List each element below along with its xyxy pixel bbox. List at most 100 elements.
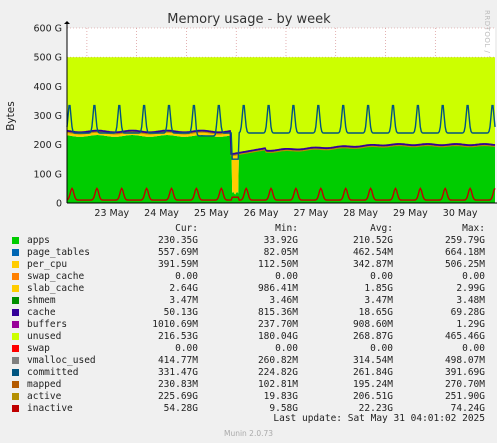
legend-min: 112.50M [257,259,298,270]
legend-row-page-tables: page_tables 557.69M 82.05M 462.54M 664.18M [12,247,490,259]
legend-min: 102.81M [257,379,298,390]
header-cur: Cur: [175,223,198,234]
x-tick-label: 28 May [343,208,378,219]
legend-avg: 0.00 [370,343,393,354]
legend-label: active [27,391,62,402]
legend-cur: 0.00 [175,343,198,354]
legend-label: apps [27,235,50,246]
legend-row-committed: committed 331.47G 224.82G 261.84G 391.69G [12,367,490,379]
legend-max: 69.28G [450,307,485,318]
legend-label: page_tables [27,247,90,258]
legend-row-swap-cache: swap_cache 0.00 0.00 0.00 0.00 [12,271,490,283]
line-inactive [66,186,496,201]
legend-avg: 314.54M [352,355,393,366]
x-tick-label: 25 May [194,208,229,219]
legend-swatch [12,309,19,316]
legend-avg: 268.87G [352,331,393,342]
legend: Cur: Min: Avg: Max: apps 230.35G 33.92G 210… [12,223,490,415]
last-update: Last update: Sat May 31 04:01:02 2025 [273,413,485,424]
y-tick-label: 300 G [33,111,62,122]
header-min: Min: [275,223,298,234]
y-axis-arrow [64,21,70,24]
legend-row-swap: swap 0.00 0.00 0.00 0.00 [12,343,490,355]
legend-avg: 342.87M [352,259,393,270]
legend-swatch [12,273,19,280]
legend-cur: 216.53G [157,331,198,342]
legend-cur: 391.59M [157,259,198,270]
legend-max: 0.00 [462,343,485,354]
legend-cur: 230.35G [157,235,198,246]
legend-max: 465.46G [444,331,485,342]
legend-cur: 414.77M [157,355,198,366]
legend-min: 82.05M [263,247,298,258]
legend-cur: 2.64G [169,283,198,294]
legend-row-vmalloc-used: vmalloc_used 414.77M 260.82M 314.54M 498.07M [12,355,490,367]
legend-min: 0.00 [275,271,298,282]
x-tick-label: 27 May [293,208,328,219]
legend-max: 0.00 [462,271,485,282]
legend-row-buffers: buffers 1010.69M 237.70M 908.60M 1.29G [12,319,490,331]
legend-row-per-cpu: per_cpu 391.59M 112.50M 342.87M 506.25M [12,259,490,271]
legend-row-active: active 225.69G 19.83G 206.51G 251.90G [12,391,490,403]
legend-cur: 557.69M [157,247,198,258]
legend-row-apps: apps 230.35G 33.92G 210.52G 259.79G [12,235,490,247]
legend-avg: 3.47M [364,295,393,306]
legend-min: 260.82M [257,355,298,366]
legend-label: vmalloc_used [27,355,96,366]
legend-max: 664.18M [444,247,485,258]
legend-label: mapped [27,379,62,390]
legend-avg: 908.60M [352,319,393,330]
legend-max: 498.07M [444,355,485,366]
legend-avg: 206.51G [352,391,393,402]
area-unused [67,57,495,154]
legend-swatch [12,237,19,244]
legend-min: 224.82G [257,367,298,378]
legend-label: swap_cache [27,271,85,282]
legend-max: 259.79G [444,235,485,246]
y-axis-label: Bytes [5,101,17,130]
legend-label: shmem [27,295,56,306]
legend-avg: 1.85G [364,283,393,294]
legend-cur: 0.00 [175,271,198,282]
y-tick-label: 600 G [33,24,62,35]
legend-label: inactive [27,403,73,414]
chart-title: Memory usage - by week [167,12,331,27]
x-tick-label: 23 May [94,208,129,219]
y-tick-label: 0 [56,199,62,210]
legend-row-inactive: inactive 54.28G 9.58G 22.23G 74.24G [12,403,490,415]
line-cache [66,129,496,155]
x-tick-label: 29 May [393,208,428,219]
legend-min: 33.92G [263,235,298,246]
header-avg: Avg: [370,223,393,234]
legend-swatch [12,357,19,364]
legend-cur: 1010.69M [152,319,198,330]
legend-cur: 54.28G [163,403,198,414]
x-tick-label: 30 May [443,208,478,219]
y-tick-label: 100 G [33,169,62,180]
legend-swatch [12,297,19,304]
legend-avg: 0.00 [370,271,393,282]
legend-row-mapped: mapped 230.83M 102.81M 195.24M 270.70M [12,379,490,391]
legend-label: committed [27,367,79,378]
legend-min: 19.83G [263,391,298,402]
legend-max: 74.24G [450,403,485,414]
y-tick-label: 500 G [33,53,62,64]
memory-chart: Memory usage - by week Bytes RRDTOOL / T… [5,10,497,219]
legend-min: 3.46M [269,295,298,306]
legend-row-cache: cache 50.13G 815.36M 18.65G 69.28G [12,307,490,319]
legend-max: 2.99G [456,283,485,294]
line-committed [66,104,496,160]
x-tick-label: 26 May [244,208,279,219]
legend-swatch [12,405,19,412]
legend-min: 986.41M [257,283,298,294]
y-tick-label: 400 G [33,82,62,93]
legend-min: 237.70M [257,319,298,330]
legend-avg: 22.23G [358,403,393,414]
legend-label: cache [27,307,56,318]
legend-swatch [12,285,19,292]
legend-row-unused: unused 216.53G 180.04G 268.87G 465.46G [12,331,490,343]
legend-label: unused [27,331,62,342]
legend-label: slab_cache [27,283,85,294]
legend-avg: 210.52G [352,235,393,246]
legend-row-slab-cache: slab_cache 2.64G 986.41M 1.85G 2.99G [12,283,490,295]
